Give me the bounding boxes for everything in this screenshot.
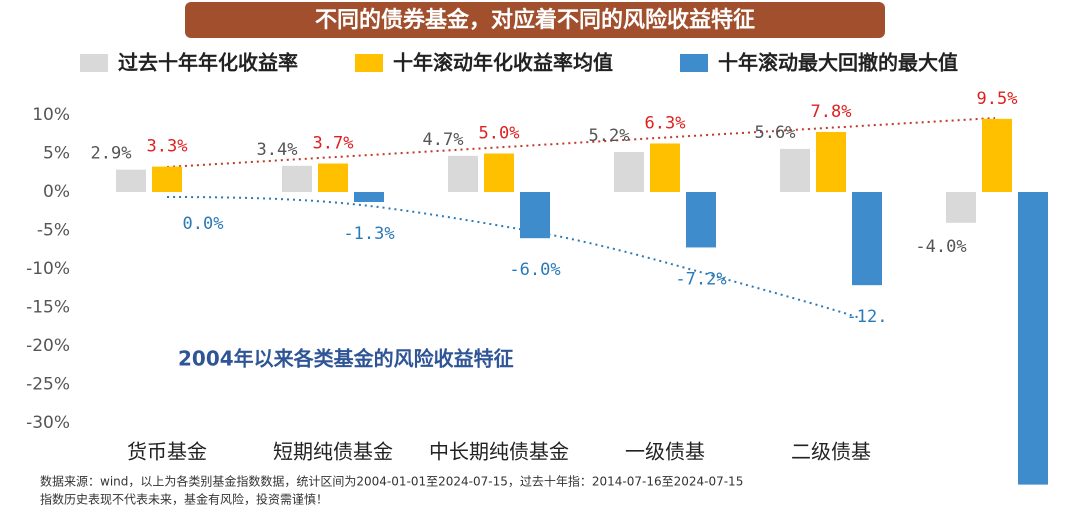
bar xyxy=(946,192,976,223)
legend-swatch xyxy=(80,54,108,72)
value-label: 3.3% xyxy=(147,137,188,157)
footnote: 数据来源：wind，以上为各类别基金指数数据，统计区间为2004-01-01至2… xyxy=(40,474,743,489)
bar xyxy=(780,148,810,192)
value-label: -4.0% xyxy=(915,237,966,257)
bar xyxy=(484,153,514,192)
x-tick-label: 一级债基 xyxy=(625,440,705,464)
bar xyxy=(982,118,1012,192)
value-label: 7.8% xyxy=(811,102,852,122)
y-tick-label: -5% xyxy=(37,221,70,241)
bar xyxy=(852,192,882,286)
value-label: 4.7% xyxy=(423,130,464,150)
y-tick-label: -15% xyxy=(26,298,70,318)
legend-label: 过去十年年化收益率 xyxy=(118,51,298,75)
bar xyxy=(354,192,384,203)
x-tick-label: 二级债基 xyxy=(791,440,871,464)
bar xyxy=(152,166,182,192)
bar xyxy=(686,192,716,248)
footnote: 指数历史表现不代表未来，基金有风险，投资需谨慎！ xyxy=(40,492,328,507)
y-tick-label: -30% xyxy=(26,413,70,433)
value-label: 6.3% xyxy=(645,113,686,133)
y-tick-label: -20% xyxy=(26,336,70,356)
bar xyxy=(448,155,478,192)
value-label: -1.3% xyxy=(343,224,394,244)
bar xyxy=(520,192,550,239)
legend-swatch xyxy=(355,54,383,72)
y-tick-label: -25% xyxy=(26,375,70,395)
value-label: 9.5% xyxy=(977,89,1018,109)
chart-title: 不同的债券基金，对应着不同的风险收益特征 xyxy=(315,7,755,33)
value-label: 0.0% xyxy=(183,214,224,234)
bar xyxy=(116,169,146,192)
bar xyxy=(282,165,312,192)
legend-label: 十年滚动年化收益率均值 xyxy=(393,51,613,75)
value-label: -7.2% xyxy=(675,269,726,289)
drawdown-trend-line xyxy=(166,196,861,319)
title-banner xyxy=(185,2,885,38)
value-label: 3.4% xyxy=(257,140,298,160)
annotation: 2004年以来各类基金的风险收益特征 xyxy=(178,347,514,371)
value-label: -12. xyxy=(847,307,888,327)
y-tick-label: 10% xyxy=(32,105,70,125)
value-label: 5.0% xyxy=(479,124,520,144)
value-label: 5.2% xyxy=(589,126,630,146)
bar xyxy=(650,143,680,192)
y-tick-label: 0% xyxy=(43,182,70,202)
bar xyxy=(1018,192,1048,485)
x-tick-label: 货币基金 xyxy=(127,440,207,464)
x-tick-label: 短期纯债基金 xyxy=(273,440,393,464)
y-tick-label: 5% xyxy=(43,144,70,164)
value-label: 3.7% xyxy=(313,134,354,154)
return-trend-line xyxy=(166,117,996,168)
x-tick-label: 中长期纯债基金 xyxy=(429,440,569,464)
legend-label: 十年滚动最大回撤的最大值 xyxy=(718,51,958,75)
bar xyxy=(318,163,348,192)
value-label: 5.6% xyxy=(755,123,796,143)
legend-swatch xyxy=(680,54,708,72)
value-label: 2.9% xyxy=(91,144,132,164)
value-label: -6.0% xyxy=(509,260,560,280)
bar xyxy=(614,151,644,192)
bar xyxy=(816,131,846,192)
y-tick-label: -10% xyxy=(26,259,70,279)
